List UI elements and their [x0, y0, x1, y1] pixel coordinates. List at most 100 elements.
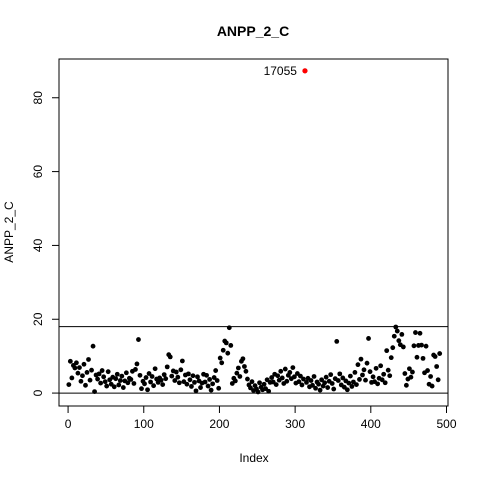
data-point: [139, 386, 144, 392]
data-point: [160, 382, 166, 387]
data-point: [363, 377, 368, 383]
data-point: [225, 350, 231, 356]
data-point: [137, 372, 143, 378]
data-point: [66, 382, 72, 387]
data-point: [360, 372, 365, 378]
x-tick-label: 500: [436, 417, 456, 431]
data-point: [149, 374, 155, 379]
data-point: [167, 354, 173, 360]
data-point: [210, 381, 216, 387]
data-point: [364, 360, 370, 366]
data-point: [96, 371, 102, 377]
data-point: [125, 380, 131, 386]
data-point: [344, 387, 350, 393]
data-point: [211, 375, 217, 380]
data-point: [396, 338, 402, 344]
data-point: [370, 374, 376, 380]
data-point: [75, 370, 81, 376]
x-tick-label: 100: [134, 417, 154, 431]
data-point: [435, 377, 441, 383]
data-point: [249, 379, 255, 385]
data-point: [391, 333, 397, 339]
data-point: [205, 383, 211, 389]
data-point: [198, 385, 203, 390]
data-point: [87, 377, 93, 383]
data-point: [113, 376, 119, 382]
data-point: [237, 374, 243, 379]
data-point: [322, 380, 328, 386]
data-point: [99, 368, 105, 373]
data-point: [202, 379, 208, 385]
y-tick-label: 80: [31, 91, 45, 105]
data-point: [131, 381, 137, 386]
data-point: [387, 373, 393, 379]
data-point: [358, 356, 364, 362]
data-point: [195, 374, 200, 380]
data-point: [361, 367, 367, 373]
data-point: [316, 381, 321, 387]
data-point: [207, 377, 213, 382]
data-point: [86, 357, 91, 362]
y-axis-label: ANPP_2_C: [2, 201, 16, 263]
data-point: [133, 367, 138, 372]
data-point: [136, 337, 141, 342]
data-point: [367, 369, 373, 375]
data-point: [291, 374, 297, 380]
data-point: [317, 387, 323, 393]
data-point: [420, 355, 426, 361]
data-point: [143, 375, 149, 380]
data-point: [349, 384, 355, 389]
data-point: [385, 367, 391, 373]
data-point: [375, 381, 381, 387]
data-point: [105, 369, 111, 375]
data-point: [255, 389, 261, 395]
data-point: [378, 363, 384, 369]
data-point: [169, 373, 175, 379]
data-point: [329, 381, 335, 386]
data-point: [428, 374, 433, 379]
data-point: [77, 365, 82, 371]
data-point: [101, 374, 107, 380]
data-point: [346, 380, 352, 386]
y-tick-label: 40: [31, 238, 45, 252]
data-point: [425, 368, 430, 373]
data-point: [226, 325, 232, 331]
data-point: [189, 384, 194, 389]
data-point: [81, 361, 87, 367]
data-point: [373, 365, 379, 371]
data-point: [190, 373, 196, 379]
data-point: [400, 344, 406, 350]
data-point: [384, 348, 390, 354]
data-point: [434, 364, 440, 369]
data-point: [379, 377, 385, 383]
data-point: [116, 382, 122, 388]
data-point: [104, 383, 110, 389]
data-point: [142, 381, 147, 387]
data-point: [298, 373, 303, 379]
data-point: [158, 377, 164, 383]
data-point: [296, 379, 302, 385]
data-point: [352, 370, 358, 375]
data-point: [69, 375, 75, 381]
data-point: [179, 358, 185, 364]
x-tick-label: 400: [361, 417, 381, 431]
data-point: [311, 374, 317, 379]
data-point: [257, 380, 262, 386]
data-point: [223, 340, 229, 346]
data-point: [390, 345, 396, 351]
data-point: [151, 383, 157, 389]
data-point: [273, 382, 279, 387]
data-point: [95, 376, 100, 382]
data-point: [308, 378, 314, 383]
x-axis: 0 100 200 300 400 500: [65, 405, 457, 431]
data-point: [120, 385, 126, 390]
data-point: [299, 382, 305, 388]
data-point: [186, 371, 191, 377]
data-point: [152, 366, 158, 372]
data-point: [414, 354, 420, 360]
data-point: [98, 380, 104, 386]
reference-lines: [59, 326, 448, 394]
highlighted-point: [302, 68, 308, 74]
data-point: [355, 362, 361, 368]
